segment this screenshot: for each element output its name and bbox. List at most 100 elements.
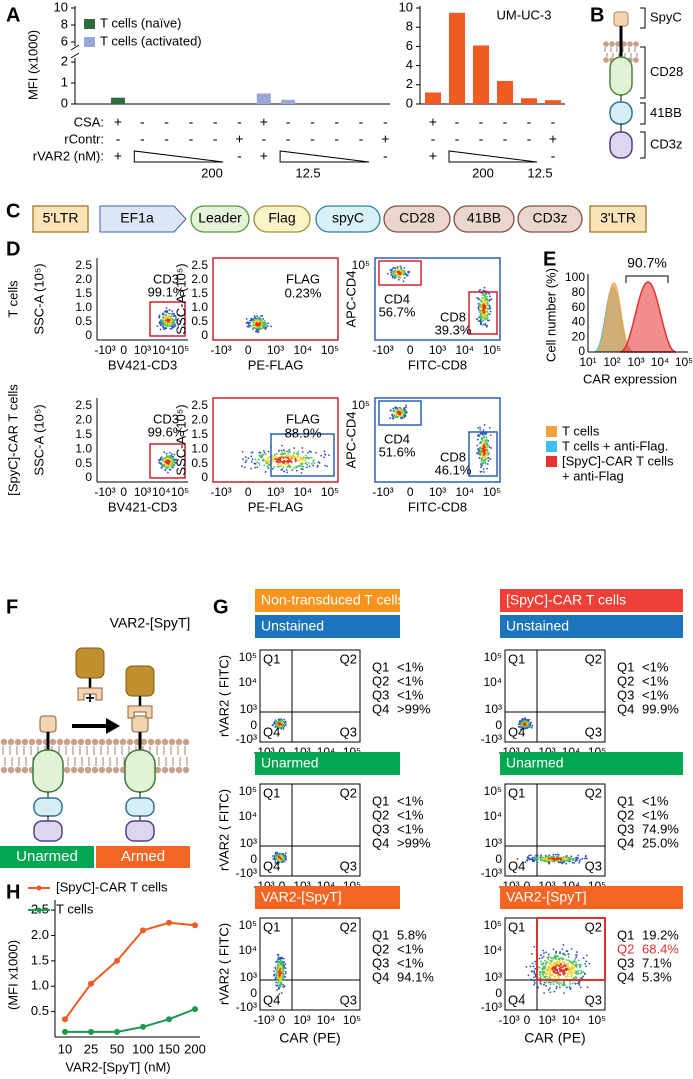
event-dot — [540, 855, 543, 858]
legend-marker — [36, 907, 42, 913]
promoter-arrow — [99, 205, 187, 233]
event-dot — [571, 971, 574, 974]
y-axis-label: SSC-A (10⁵) — [31, 404, 46, 475]
x-tick-label: 200 — [184, 1041, 206, 1056]
event-dot — [479, 428, 482, 431]
event-dot — [166, 325, 169, 328]
event-dot — [315, 451, 317, 454]
event-dot — [480, 460, 483, 462]
bar — [256, 93, 271, 104]
event-dot — [570, 855, 573, 858]
quadrant-label: Q2 — [340, 919, 357, 934]
event-dot — [246, 325, 249, 328]
event-dot — [282, 466, 285, 468]
x-tick-label: 10⁵ — [171, 485, 189, 499]
event-dot — [310, 462, 313, 465]
event-dot — [284, 972, 287, 975]
bb41-domain — [609, 101, 633, 125]
event-dot — [484, 317, 486, 319]
event-dot — [490, 447, 492, 449]
event-dot — [477, 452, 480, 455]
event-dot — [527, 724, 530, 726]
event-dot — [282, 969, 285, 972]
event-dot — [275, 858, 278, 860]
condition-sign: - — [383, 148, 388, 164]
event-dot — [486, 463, 489, 465]
event-dot — [287, 450, 290, 453]
event-dot — [559, 857, 562, 860]
event-dot — [584, 962, 587, 965]
event-dot — [173, 460, 176, 462]
event-dot — [277, 463, 279, 466]
gate — [468, 291, 498, 335]
legend-swatch — [84, 19, 95, 29]
event-dot — [535, 854, 537, 857]
event-dot — [170, 313, 173, 316]
event-dot — [479, 426, 481, 429]
event-dot — [282, 973, 285, 976]
event-dot — [483, 318, 486, 321]
event-dot — [158, 314, 161, 317]
stat-quadrant: Q1 — [372, 659, 389, 674]
event-dot — [392, 266, 395, 269]
event-dot — [553, 956, 556, 959]
event-dot — [553, 980, 556, 983]
event-dot — [277, 450, 280, 453]
lipid-head — [0, 738, 8, 746]
event-dot — [483, 424, 486, 426]
event-dot — [524, 721, 527, 723]
quadrant-label: Q1 — [263, 919, 280, 934]
stat-quadrant: Q2 — [372, 807, 389, 822]
event-dot — [564, 856, 567, 858]
event-dot — [254, 466, 257, 469]
event-dot — [400, 410, 403, 413]
event-dot — [287, 463, 290, 466]
legend-swatch — [546, 426, 557, 437]
event-dot — [533, 983, 535, 986]
event-dot — [549, 973, 552, 976]
quadrant-label: Q4 — [508, 724, 525, 739]
event-dot — [579, 972, 582, 975]
event-dot — [575, 976, 578, 979]
element-label: 5'LTR — [43, 210, 79, 226]
event-dot — [481, 308, 483, 310]
event-dot — [262, 453, 265, 456]
quadrant-label: Q4 — [508, 992, 525, 1007]
lipid-head — [105, 766, 113, 774]
event-dot — [477, 308, 480, 310]
event-dot — [484, 301, 487, 304]
event-dot — [576, 856, 579, 859]
stat-value: 99.9% — [642, 701, 679, 716]
event-dot — [171, 453, 173, 456]
x-tick-label: 25 — [84, 1041, 98, 1056]
event-dot — [163, 457, 166, 460]
spyc-domain — [39, 715, 57, 733]
event-dot — [168, 319, 170, 322]
event-dot — [391, 417, 394, 420]
row-header-label: Unarmed — [506, 755, 564, 771]
event-dot — [548, 987, 551, 990]
event-dot — [583, 973, 586, 976]
event-dot — [544, 977, 547, 979]
event-dot — [523, 726, 526, 729]
event-dot — [485, 307, 487, 310]
x-tick-label: 10⁴ — [651, 355, 670, 369]
event-dot — [279, 978, 282, 981]
event-dot — [404, 415, 407, 417]
event-dot — [284, 857, 287, 859]
event-dot — [562, 972, 565, 975]
series-line — [64, 921, 196, 1020]
event-dot — [280, 972, 283, 974]
event-dot — [545, 858, 548, 861]
event-dot — [287, 452, 290, 455]
event-dot — [567, 959, 570, 962]
event-dot — [556, 982, 559, 984]
event-dot — [292, 456, 295, 459]
event-dot — [284, 460, 287, 463]
bar — [449, 12, 465, 104]
event-dot — [397, 276, 400, 279]
stat-quadrant: Q1 — [617, 927, 634, 942]
condition-sign: - — [286, 131, 291, 147]
event-dot — [551, 957, 554, 960]
event-dot — [297, 453, 300, 456]
